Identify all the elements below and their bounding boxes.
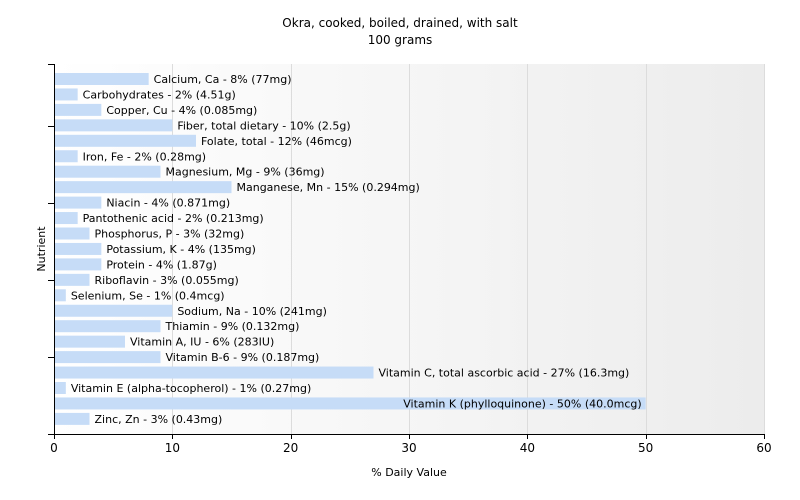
data-label: Pantothenic acid - 2% (0.213mg)	[83, 212, 264, 225]
grid-lines	[172, 64, 765, 434]
data-label: Niacin - 4% (0.871mg)	[106, 197, 230, 210]
chart-title: Okra, cooked, boiled, drained, with salt	[282, 16, 518, 30]
data-label: Vitamin A, IU - 6% (283IU)	[130, 336, 274, 349]
bar	[55, 165, 161, 178]
bar	[55, 227, 90, 240]
data-label: Vitamin K (phylloquinone) - 50% (40.0mcg…	[403, 397, 641, 410]
x-tick-label: 40	[520, 441, 535, 455]
bar	[55, 119, 173, 132]
data-label: Magnesium, Mg - 9% (36mg)	[166, 166, 325, 179]
data-label: Vitamin C, total ascorbic acid - 27% (16…	[379, 367, 630, 380]
data-labels: Calcium, Ca - 8% (77mg) Carbohydrates - 2…	[71, 73, 642, 426]
bar	[55, 73, 149, 85]
data-label: Riboflavin - 3% (0.055mg)	[95, 274, 239, 287]
bar	[55, 103, 102, 116]
bar	[55, 366, 374, 379]
x-tick-label: 50	[638, 441, 653, 455]
data-label: Carbohydrates - 2% (4.51g)	[83, 88, 236, 101]
x-tick-label: 10	[165, 441, 180, 455]
bar	[55, 242, 102, 255]
bar	[55, 351, 161, 364]
y-axis-title: Nutrient	[35, 226, 48, 272]
bar	[55, 320, 161, 333]
bar	[55, 212, 78, 225]
bar	[55, 382, 66, 394]
data-label: Selenium, Se - 1% (0.4mcg)	[71, 289, 225, 302]
bars	[55, 73, 646, 425]
bar	[55, 412, 90, 425]
axes	[48, 64, 765, 439]
data-label: Vitamin B-6 - 9% (0.187mg)	[166, 351, 320, 364]
data-label: Potassium, K - 4% (135mg)	[106, 243, 256, 256]
bar	[55, 150, 78, 163]
x-tick-label: 0	[50, 441, 58, 455]
data-label: Folate, total - 12% (46mcg)	[201, 135, 352, 148]
bar	[55, 134, 196, 147]
x-axis-title: % Daily Value	[371, 466, 447, 479]
bar	[55, 196, 102, 209]
data-label: Vitamin E (alpha-tocopherol) - 1% (0.27m…	[71, 382, 311, 395]
bar	[55, 397, 646, 410]
bar	[55, 289, 66, 302]
data-label: Calcium, Ca - 8% (77mg)	[154, 73, 292, 86]
data-label: Copper, Cu - 4% (0.085mg)	[106, 104, 257, 117]
data-label: Zinc, Zn - 3% (0.43mg)	[95, 413, 223, 426]
data-label: Thiamin - 9% (0.132mg)	[165, 320, 300, 333]
bar	[55, 335, 125, 348]
x-tick-label: 30	[401, 441, 416, 455]
data-label: Iron, Fe - 2% (0.28mg)	[83, 150, 206, 163]
bar	[55, 258, 102, 271]
x-tick-label: 20	[283, 441, 298, 455]
data-label: Sodium, Na - 10% (241mg)	[177, 305, 327, 318]
data-label: Fiber, total dietary - 10% (2.5g)	[177, 119, 350, 132]
x-tick-labels: 0 10 20 30 40 50 60	[50, 441, 771, 455]
bar	[55, 181, 232, 194]
bar	[55, 304, 173, 317]
chart-subtitle: 100 grams	[368, 33, 433, 47]
data-label: Protein - 4% (1.87g)	[106, 258, 217, 271]
bar	[55, 273, 90, 286]
x-tick-label: 60	[756, 441, 771, 455]
data-label: Phosphorus, P - 3% (32mg)	[95, 228, 245, 241]
data-label: Manganese, Mn - 15% (0.294mg)	[237, 181, 420, 194]
bar	[55, 88, 78, 101]
